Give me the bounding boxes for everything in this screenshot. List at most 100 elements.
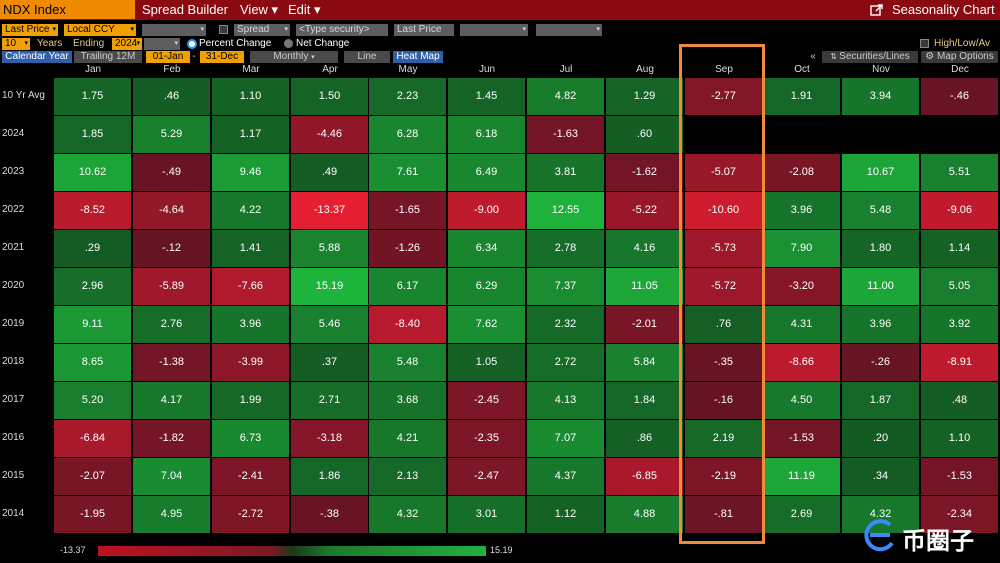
net-change-radio[interactable] — [284, 39, 293, 48]
heat-cell[interactable]: -1.38 — [133, 344, 210, 381]
heat-cell[interactable]: -.81 — [685, 496, 762, 533]
years-select[interactable]: 10 ▾ — [2, 38, 30, 50]
heat-cell[interactable]: 7.62 — [448, 306, 525, 343]
heat-cell[interactable]: 5.48 — [369, 344, 446, 381]
field-select[interactable]: Last Price ▾ — [2, 24, 58, 36]
heat-cell[interactable]: 2.96 — [54, 268, 131, 305]
heat-cell[interactable]: -.12 — [133, 230, 210, 267]
heat-cell[interactable]: 3.96 — [212, 306, 289, 343]
heat-cell[interactable]: 2.76 — [133, 306, 210, 343]
heat-cell[interactable]: 6.28 — [369, 116, 446, 153]
heat-cell[interactable]: 3.94 — [842, 78, 919, 115]
field3-select[interactable]: ▾ — [460, 24, 528, 36]
heat-cell[interactable]: 6.49 — [448, 154, 525, 191]
heat-cell[interactable] — [685, 116, 762, 153]
heat-cell[interactable]: 3.92 — [921, 306, 998, 343]
heat-cell[interactable]: -13.37 — [291, 192, 368, 229]
heat-cell[interactable]: 1.80 — [842, 230, 919, 267]
heat-cell[interactable]: .37 — [291, 344, 368, 381]
heat-cell[interactable]: -2.45 — [448, 382, 525, 419]
heat-cell[interactable]: 7.61 — [369, 154, 446, 191]
heat-cell[interactable]: .49 — [291, 154, 368, 191]
heat-cell[interactable]: 3.01 — [448, 496, 525, 533]
heat-cell[interactable]: 1.87 — [842, 382, 919, 419]
heat-cell[interactable]: -9.06 — [921, 192, 998, 229]
heat-cell[interactable]: 11.00 — [842, 268, 919, 305]
heat-cell[interactable]: .34 — [842, 458, 919, 495]
heat-cell[interactable]: 15.19 — [291, 268, 368, 305]
heat-cell[interactable]: 4.13 — [527, 382, 604, 419]
heat-cell[interactable]: 7.37 — [527, 268, 604, 305]
heat-cell[interactable]: 4.88 — [606, 496, 683, 533]
heat-cell[interactable]: 2.13 — [369, 458, 446, 495]
securities-lines-button[interactable]: ⇅ Securities/Lines — [822, 51, 918, 63]
period-select[interactable]: Monthly ▾ — [250, 51, 338, 63]
security-field[interactable]: NDX Index — [0, 0, 135, 19]
heat-cell[interactable]: -1.53 — [763, 420, 840, 457]
heat-cell[interactable]: 1.41 — [212, 230, 289, 267]
view-menu[interactable]: View ▾ — [240, 2, 279, 17]
heat-cell[interactable]: -1.65 — [369, 192, 446, 229]
heat-cell[interactable] — [842, 116, 919, 153]
heat-cell[interactable]: 1.17 — [212, 116, 289, 153]
heat-cell[interactable]: 1.45 — [448, 78, 525, 115]
heat-cell[interactable]: .60 — [606, 116, 683, 153]
heat-cell[interactable]: 2.71 — [291, 382, 368, 419]
heat-cell[interactable]: -2.08 — [763, 154, 840, 191]
heat-cell[interactable]: 11.05 — [606, 268, 683, 305]
field4-select[interactable]: ▾ — [536, 24, 602, 36]
heat-cell[interactable]: -2.72 — [212, 496, 289, 533]
heat-cell[interactable]: -9.00 — [448, 192, 525, 229]
heat-cell[interactable]: 1.10 — [212, 78, 289, 115]
heat-cell[interactable]: 4.16 — [606, 230, 683, 267]
heat-cell[interactable]: -3.18 — [291, 420, 368, 457]
heat-cell[interactable]: -1.95 — [54, 496, 131, 533]
heat-cell[interactable]: -2.41 — [212, 458, 289, 495]
heat-cell[interactable]: -8.52 — [54, 192, 131, 229]
field2-select[interactable]: Last Price — [394, 24, 454, 36]
heat-cell[interactable]: 1.10 — [921, 420, 998, 457]
collapse-button[interactable]: « — [810, 51, 816, 62]
heat-cell[interactable]: 1.75 — [54, 78, 131, 115]
heat-cell[interactable]: 8.65 — [54, 344, 131, 381]
heat-cell[interactable]: -1.63 — [527, 116, 604, 153]
heat-cell[interactable]: -8.91 — [921, 344, 998, 381]
heat-cell[interactable]: 5.88 — [291, 230, 368, 267]
heat-cell[interactable]: 6.73 — [212, 420, 289, 457]
heat-cell[interactable]: -.26 — [842, 344, 919, 381]
heat-cell[interactable]: -8.66 — [763, 344, 840, 381]
heat-cell[interactable]: 4.32 — [369, 496, 446, 533]
heat-cell[interactable]: .76 — [685, 306, 762, 343]
heat-cell[interactable]: 10.67 — [842, 154, 919, 191]
heat-cell[interactable]: -2.34 — [921, 496, 998, 533]
heat-cell[interactable]: 4.31 — [763, 306, 840, 343]
heat-cell[interactable]: -1.53 — [921, 458, 998, 495]
spread-checkbox[interactable] — [219, 25, 228, 34]
heat-cell[interactable]: -7.66 — [212, 268, 289, 305]
blank-select[interactable]: ▾ — [142, 24, 206, 36]
spread-select[interactable]: Spread ▾ — [234, 24, 290, 36]
heat-cell[interactable]: -6.84 — [54, 420, 131, 457]
heat-cell[interactable]: 7.90 — [763, 230, 840, 267]
heat-cell[interactable]: -10.60 — [685, 192, 762, 229]
heat-cell[interactable]: 4.82 — [527, 78, 604, 115]
high-low-avg-checkbox[interactable] — [920, 39, 929, 48]
heat-cell[interactable]: -6.85 — [606, 458, 683, 495]
heat-cell[interactable]: 4.37 — [527, 458, 604, 495]
spread-builder-menu[interactable]: Spread Builder — [142, 2, 228, 17]
heat-cell[interactable]: -2.01 — [606, 306, 683, 343]
heat-cell[interactable]: 6.29 — [448, 268, 525, 305]
heat-cell[interactable]: -.38 — [291, 496, 368, 533]
type-security-input[interactable]: <Type security> — [296, 24, 388, 36]
heat-cell[interactable]: 12.55 — [527, 192, 604, 229]
heat-cell[interactable]: 9.46 — [212, 154, 289, 191]
heat-cell[interactable]: -8.40 — [369, 306, 446, 343]
tab-heat-map[interactable]: Heat Map — [393, 51, 443, 63]
heat-cell[interactable]: 5.20 — [54, 382, 131, 419]
heat-cell[interactable]: 6.17 — [369, 268, 446, 305]
heat-cell[interactable]: 4.17 — [133, 382, 210, 419]
heat-cell[interactable]: -5.07 — [685, 154, 762, 191]
heat-cell[interactable]: .20 — [842, 420, 919, 457]
heat-cell[interactable]: 1.12 — [527, 496, 604, 533]
ending-year-select[interactable]: 2024 ▾ — [112, 38, 142, 50]
